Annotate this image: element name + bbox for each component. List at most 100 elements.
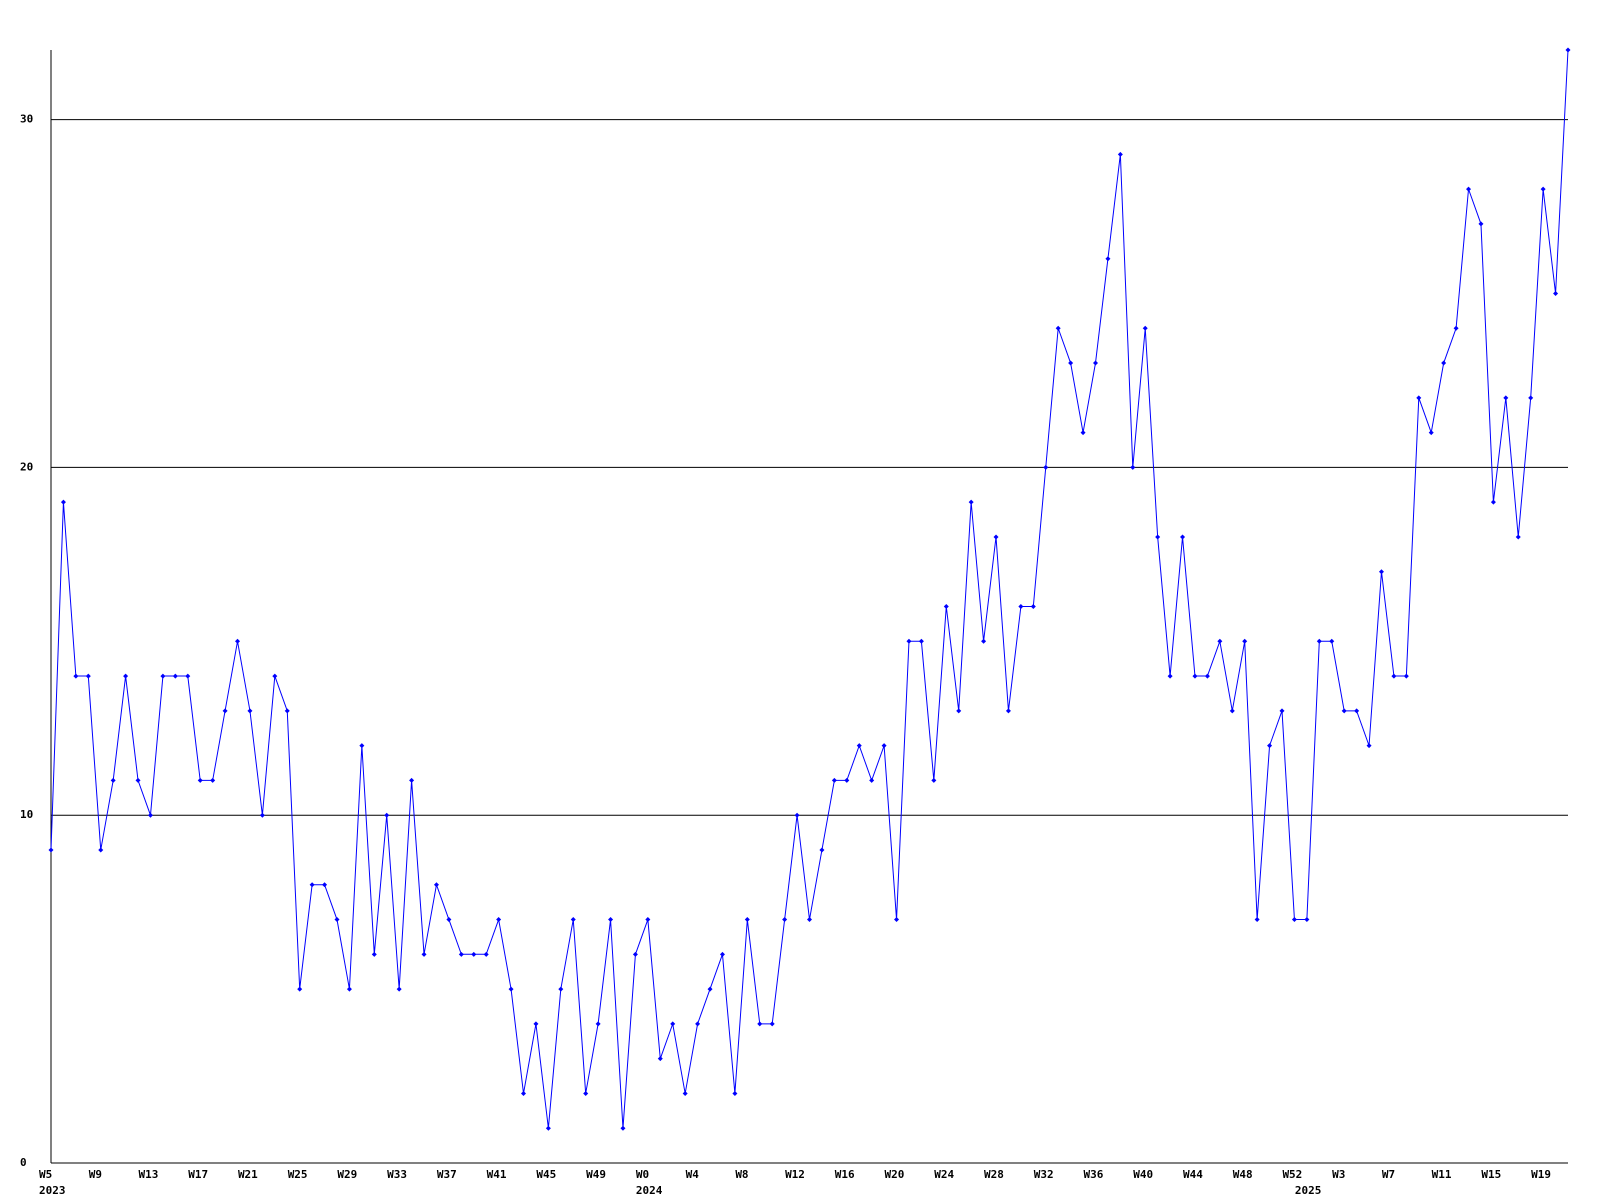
- x-tick-label: W29: [337, 1168, 357, 1181]
- x-tick-label: W5: [39, 1168, 52, 1181]
- point: [384, 812, 390, 818]
- point: [334, 917, 340, 923]
- point: [1267, 743, 1273, 749]
- point: [570, 917, 576, 923]
- point: [1279, 708, 1285, 714]
- point: [1329, 638, 1335, 644]
- x-tick-label: W16: [835, 1168, 855, 1181]
- point: [172, 673, 178, 679]
- point: [1341, 708, 1347, 714]
- point: [297, 986, 303, 992]
- point: [545, 1125, 551, 1131]
- x-tick-label: W44: [1183, 1168, 1203, 1181]
- point: [73, 673, 79, 679]
- point: [1229, 708, 1235, 714]
- y-tick-label: 20: [20, 460, 33, 473]
- x-tick-label: W8: [735, 1168, 748, 1181]
- point: [682, 1090, 688, 1096]
- point: [595, 1021, 601, 1027]
- point: [60, 499, 66, 505]
- point: [210, 777, 216, 783]
- point: [943, 604, 949, 609]
- point: [147, 812, 153, 818]
- point: [483, 951, 489, 957]
- point: [458, 951, 464, 957]
- point: [409, 777, 415, 783]
- point: [135, 777, 141, 783]
- point: [1217, 638, 1223, 644]
- point: [396, 986, 402, 992]
- x-tick-label: W32: [1034, 1168, 1054, 1181]
- point: [993, 534, 999, 540]
- x-tick-label: W52: [1282, 1168, 1302, 1181]
- point: [632, 951, 638, 957]
- point: [1291, 917, 1297, 923]
- point: [521, 1090, 527, 1096]
- point: [1043, 464, 1049, 470]
- point: [1030, 604, 1036, 609]
- point: [1242, 638, 1248, 644]
- point: [1428, 430, 1434, 436]
- point: [185, 673, 191, 679]
- x-tick-label: W15: [1481, 1168, 1501, 1181]
- x-tick-label: W41: [487, 1168, 507, 1181]
- y-tick-label: 30: [20, 113, 33, 126]
- point: [1391, 673, 1397, 679]
- x-tick-label: W33: [387, 1168, 407, 1181]
- point: [1080, 430, 1086, 436]
- point: [1441, 360, 1447, 366]
- point: [284, 708, 290, 714]
- point: [695, 1021, 701, 1027]
- point: [1553, 290, 1559, 296]
- point: [222, 708, 228, 714]
- year-label: 2025: [1295, 1184, 1322, 1197]
- point: [160, 673, 166, 679]
- point: [1316, 638, 1322, 644]
- point: [1092, 360, 1098, 366]
- point: [1192, 673, 1198, 679]
- point: [309, 882, 315, 888]
- x-tick-label: W20: [885, 1168, 905, 1181]
- point: [807, 917, 812, 923]
- point: [446, 917, 452, 923]
- point: [98, 847, 104, 853]
- x-tick-label: W45: [536, 1168, 556, 1181]
- point: [981, 638, 987, 644]
- x-tick-label: W3: [1332, 1168, 1345, 1181]
- point: [359, 743, 365, 749]
- point: [421, 951, 427, 957]
- point: [645, 917, 651, 923]
- point: [235, 638, 241, 644]
- point: [433, 882, 439, 888]
- x-tick-label: W48: [1233, 1168, 1253, 1181]
- point: [1403, 673, 1409, 679]
- point: [1565, 47, 1571, 53]
- point: [1105, 256, 1111, 262]
- x-tick-label: W24: [934, 1168, 954, 1181]
- point: [1204, 673, 1210, 679]
- point: [1254, 917, 1260, 923]
- point: [85, 673, 91, 679]
- point: [1155, 534, 1161, 540]
- point: [1378, 569, 1384, 575]
- point: [906, 638, 912, 644]
- x-tick-label: W19: [1531, 1168, 1551, 1181]
- point: [1490, 499, 1496, 505]
- point: [1055, 325, 1061, 331]
- point: [794, 812, 800, 818]
- point: [496, 917, 502, 923]
- point: [346, 986, 352, 992]
- point: [558, 986, 564, 992]
- point: [322, 882, 328, 888]
- point: [1018, 604, 1024, 609]
- point: [1466, 186, 1472, 192]
- point: [732, 1090, 738, 1096]
- x-tick-label: W25: [288, 1168, 308, 1181]
- x-tick-label: W4: [686, 1168, 700, 1181]
- point: [918, 638, 924, 644]
- point: [197, 777, 203, 783]
- series-line: [50, 49, 1569, 1129]
- point: [533, 1021, 539, 1027]
- point: [110, 777, 116, 783]
